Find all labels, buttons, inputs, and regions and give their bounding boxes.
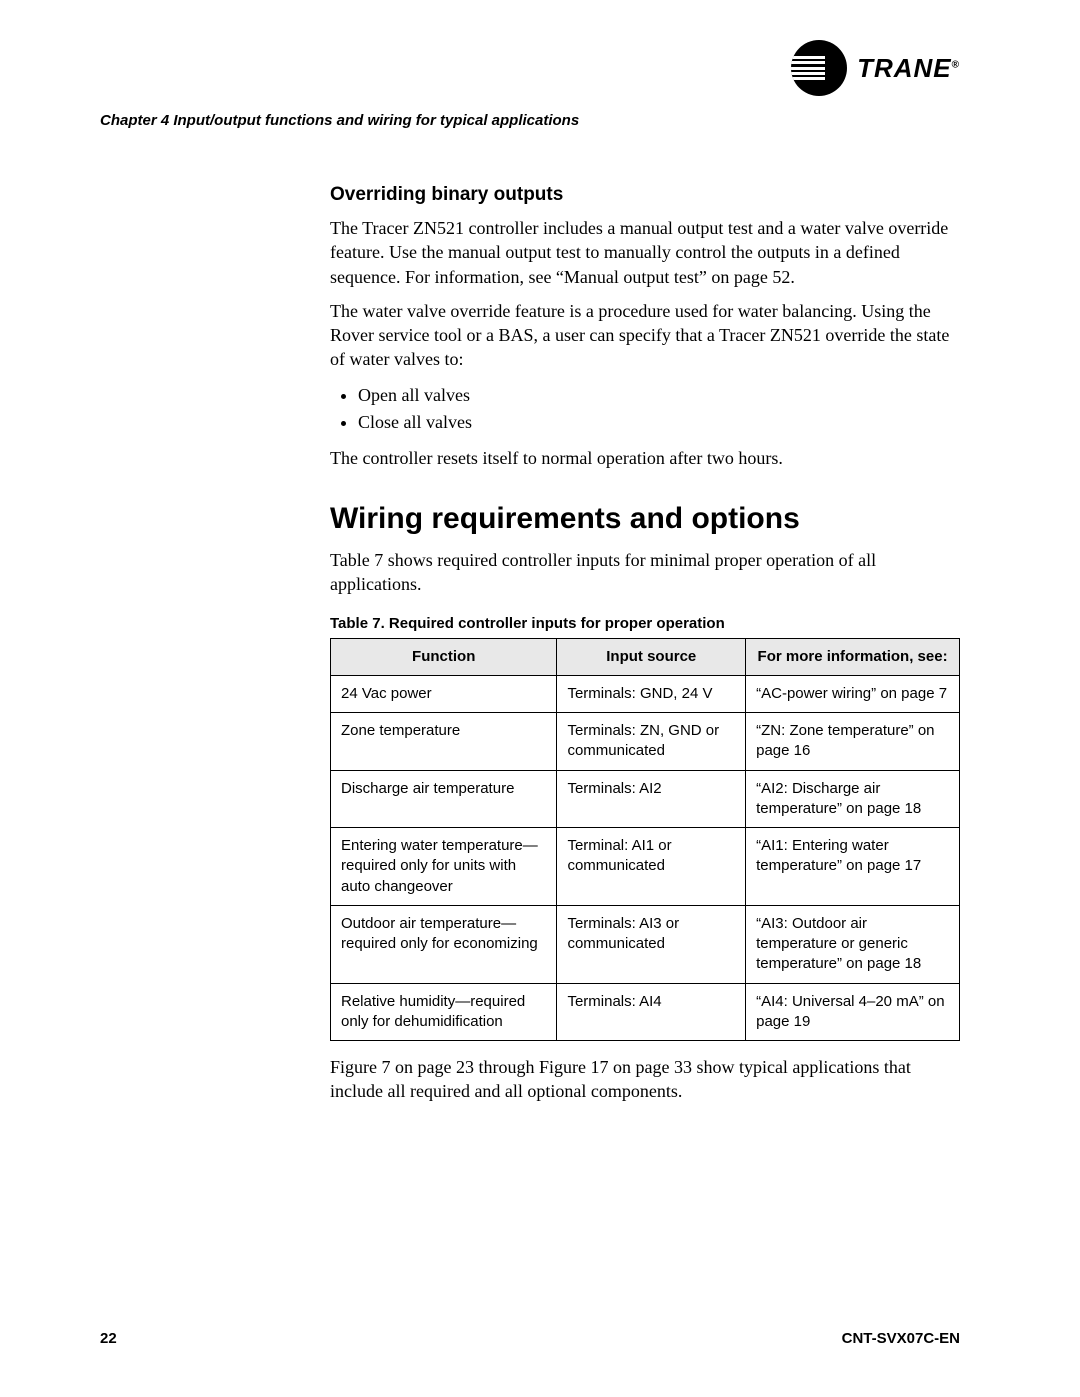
subheading-overriding: Overriding binary outputs xyxy=(330,184,960,206)
table-row: 24 Vac powerTerminals: GND, 24 V“AC-powe… xyxy=(331,675,960,712)
table-cell: Terminals: ZN, GND or communicated xyxy=(557,713,746,771)
body-text: Table 7 shows required controller inputs… xyxy=(330,548,960,597)
list-item: Close all valves xyxy=(358,409,960,436)
table-cell: Relative humidity—required only for dehu… xyxy=(331,983,557,1041)
table-caption: Table 7. Required controller inputs for … xyxy=(330,615,960,632)
body-text: The Tracer ZN521 controller includes a m… xyxy=(330,216,960,289)
page-content: Overriding binary outputs The Tracer ZN5… xyxy=(330,184,960,1104)
brand-name: TRANE® xyxy=(857,53,960,84)
table-cell: “AI4: Universal 4–20 mA” on page 19 xyxy=(746,983,960,1041)
table-cell: Outdoor air temperature—required only fo… xyxy=(331,905,557,983)
table-required-inputs: Function Input source For more informati… xyxy=(330,638,960,1042)
table-cell: Discharge air temperature xyxy=(331,770,557,828)
list-item: Open all valves xyxy=(358,382,960,409)
table-header: For more information, see: xyxy=(746,638,960,675)
table-row: Relative humidity—required only for dehu… xyxy=(331,983,960,1041)
table-cell: Terminals: AI2 xyxy=(557,770,746,828)
bullet-list: Open all valves Close all valves xyxy=(352,382,960,436)
table-cell: Zone temperature xyxy=(331,713,557,771)
table-row: Entering water temperature—required only… xyxy=(331,828,960,906)
table-cell: “AI3: Outdoor air temperature or generic… xyxy=(746,905,960,983)
table-cell: Terminal: AI1 or communicated xyxy=(557,828,746,906)
table-header: Input source xyxy=(557,638,746,675)
section-heading-wiring: Wiring requirements and options xyxy=(330,502,960,536)
table-row: Discharge air temperatureTerminals: AI2“… xyxy=(331,770,960,828)
table-row: Zone temperatureTerminals: ZN, GND or co… xyxy=(331,713,960,771)
brand-logo: TRANE® xyxy=(791,40,960,96)
table-cell: Entering water temperature—required only… xyxy=(331,828,557,906)
table-cell: “AI2: Discharge air temperature” on page… xyxy=(746,770,960,828)
table-cell: “ZN: Zone temperature” on page 16 xyxy=(746,713,960,771)
brand-logo-mark xyxy=(791,40,847,96)
table-cell: 24 Vac power xyxy=(331,675,557,712)
table-row: Outdoor air temperature—required only fo… xyxy=(331,905,960,983)
page-number: 22 xyxy=(100,1330,117,1347)
table-header-row: Function Input source For more informati… xyxy=(331,638,960,675)
table-cell: Terminals: AI4 xyxy=(557,983,746,1041)
table-header: Function xyxy=(331,638,557,675)
table-cell: “AC-power wiring” on page 7 xyxy=(746,675,960,712)
table-cell: Terminals: GND, 24 V xyxy=(557,675,746,712)
body-text: The controller resets itself to normal o… xyxy=(330,446,960,470)
page-footer: 22 CNT-SVX07C-EN xyxy=(100,1330,960,1347)
table-cell: “AI1: Entering water temperature” on pag… xyxy=(746,828,960,906)
document-id: CNT-SVX07C-EN xyxy=(842,1330,960,1347)
chapter-header: Chapter 4 Input/output functions and wir… xyxy=(100,112,960,129)
table-cell: Terminals: AI3 or communicated xyxy=(557,905,746,983)
body-text: Figure 7 on page 23 through Figure 17 on… xyxy=(330,1055,960,1104)
body-text: The water valve override feature is a pr… xyxy=(330,299,960,372)
